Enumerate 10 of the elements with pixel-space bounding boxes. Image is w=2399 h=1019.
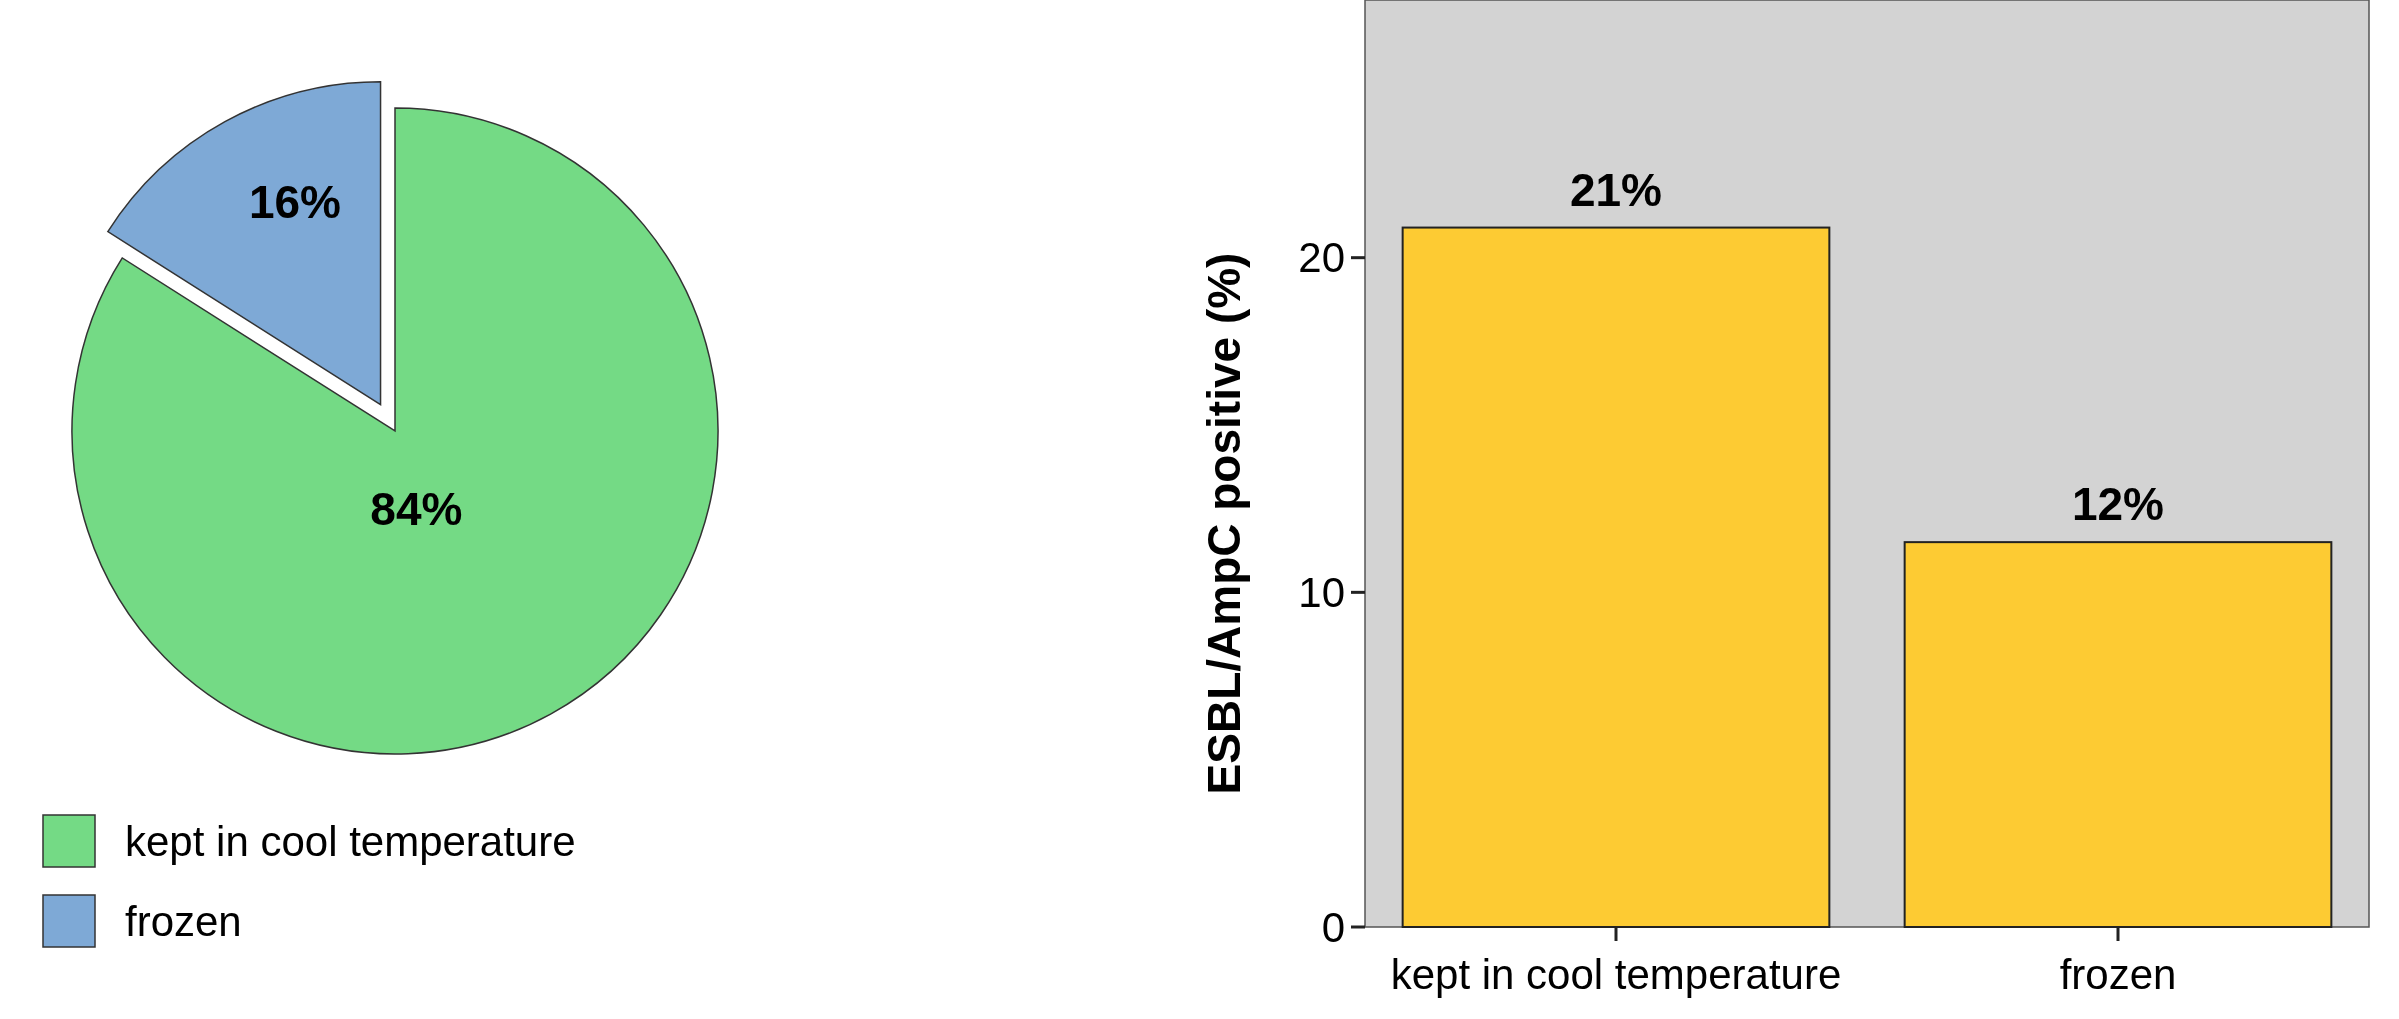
- y-tick-label: 20: [1298, 234, 1345, 282]
- data-label: 16%: [248, 176, 341, 229]
- y-tick-label: 10: [1298, 568, 1345, 616]
- y-axis-title: ESBL/AmpC positive (%): [1198, 252, 1250, 795]
- legend-label: kept in cool temperature: [125, 817, 576, 865]
- data-label: 21%: [1569, 163, 1663, 216]
- y-tick-label: 0: [1321, 903, 1345, 951]
- data-label: 84%: [370, 482, 463, 535]
- data-label: 12%: [2071, 478, 2165, 531]
- legend-label: frozen: [125, 897, 242, 945]
